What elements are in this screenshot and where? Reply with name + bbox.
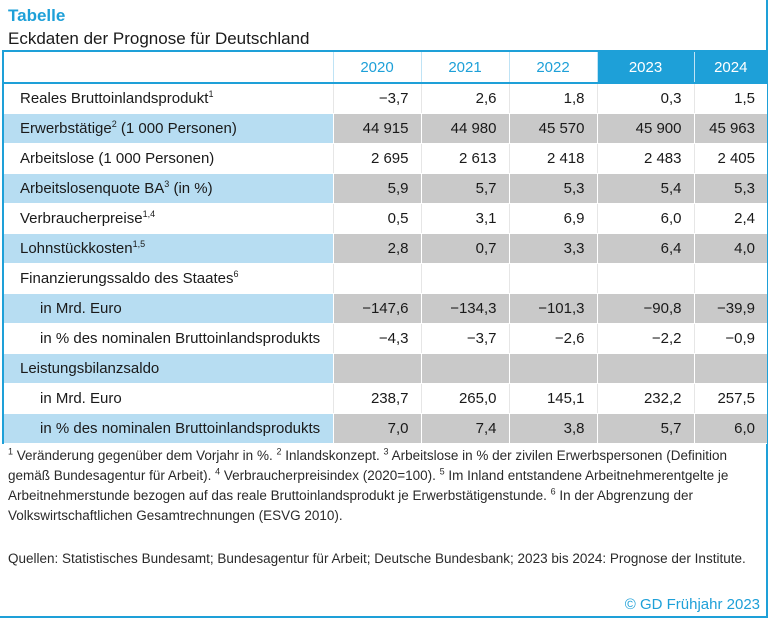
table-cell: 45 963 (693, 113, 767, 144)
table-cell: 3,8 (508, 413, 597, 444)
table-cell: 45 900 (596, 113, 694, 144)
table-cell: 145,1 (508, 383, 597, 414)
table-cell: 6,0 (596, 203, 694, 234)
table-cell: −147,6 (332, 293, 421, 324)
table-cell: 2,6 (420, 83, 509, 114)
table-cell: 2 405 (693, 143, 767, 174)
table-cell: 4,0 (693, 233, 767, 264)
year-header: 2022 (508, 50, 597, 84)
row-label: Arbeitslose (1 000 Personen) (2, 143, 333, 174)
table-cell: 1,8 (508, 83, 597, 114)
table-cell (332, 263, 421, 294)
forecast-year-header: 2024 (693, 50, 767, 84)
table-cell (693, 263, 767, 294)
row-label: in % des nominalen Bruttoinlandsprodukts (2, 413, 333, 444)
table-cell: 7,0 (332, 413, 421, 444)
table-cell: −3,7 (420, 323, 509, 354)
row-label: Lohnstückkosten1,5 (2, 233, 333, 264)
table-cell (420, 353, 509, 384)
table-cell: −0,9 (693, 323, 767, 354)
table-subtitle: Eckdaten der Prognose für Deutschland (8, 29, 310, 48)
table-cell: −2,6 (508, 323, 597, 354)
table-cell: 2,8 (332, 233, 421, 264)
table-row: in Mrd. Euro −147,6 −134,3 −101,3 −90,8 … (2, 293, 767, 324)
forecast-table: 2020 2021 2022 2023 2024 Reales Bruttoin… (2, 50, 767, 444)
row-label: in Mrd. Euro (2, 383, 333, 414)
table-cell: 0,7 (420, 233, 509, 264)
row-label: in % des nominalen Bruttoinlandsprodukts (2, 323, 333, 354)
table-cell: 5,4 (596, 173, 694, 204)
table-cell (693, 353, 767, 384)
row-label: Verbraucherpreise1,4 (2, 203, 333, 234)
footnotes: 1 Veränderung gegenüber dem Vorjahr in %… (8, 446, 760, 526)
table-cell (596, 263, 694, 294)
table-cell: 7,4 (420, 413, 509, 444)
table-cell: 6,9 (508, 203, 597, 234)
table-cell: 44 980 (420, 113, 509, 144)
table-row: in % des nominalen Bruttoinlandsprodukts… (2, 323, 767, 354)
table-cell (508, 263, 597, 294)
table-cell: 5,7 (596, 413, 694, 444)
table-cell: 1,5 (693, 83, 767, 114)
table-cell: 2 695 (332, 143, 421, 174)
table-cell: 2 613 (420, 143, 509, 174)
table-row: Lohnstückkosten1,5 2,8 0,7 3,3 6,4 4,0 (2, 233, 767, 264)
table-cell: −134,3 (420, 293, 509, 324)
table-row: Reales Bruttoinlandsprodukt1 −3,7 2,6 1,… (2, 83, 767, 114)
year-header: 2020 (332, 50, 421, 84)
table-cell: 5,9 (332, 173, 421, 204)
table-cell: 3,1 (420, 203, 509, 234)
table-cell: −101,3 (508, 293, 597, 324)
table-cell: 44 915 (332, 113, 421, 144)
footnote-text: 1 Veränderung gegenüber dem Vorjahr in %… (8, 446, 729, 523)
table-title: Tabelle (8, 6, 66, 25)
row-label: Erwerbstätige2 (1 000 Personen) (2, 113, 333, 144)
table-cell: −90,8 (596, 293, 694, 324)
table-cell: 232,2 (596, 383, 694, 414)
table-row: Erwerbstätige2 (1 000 Personen) 44 915 4… (2, 113, 767, 144)
table-cell: 265,0 (420, 383, 509, 414)
table-cell (596, 353, 694, 384)
table-cell: 257,5 (693, 383, 767, 414)
table-cell: 3,3 (508, 233, 597, 264)
table-row: Finanzierungssaldo des Staates6 (2, 263, 767, 294)
table-cell: 5,3 (508, 173, 597, 204)
table-cell: −3,7 (332, 83, 421, 114)
table-cell: 5,3 (693, 173, 767, 204)
table-cell (508, 353, 597, 384)
table-cell: 238,7 (332, 383, 421, 414)
table-cell: −2,2 (596, 323, 694, 354)
table-row: Verbraucherpreise1,4 0,5 3,1 6,9 6,0 2,4 (2, 203, 767, 234)
table-row: in Mrd. Euro 238,7 265,0 145,1 232,2 257… (2, 383, 767, 414)
table-cell: 0,3 (596, 83, 694, 114)
table-cell (420, 263, 509, 294)
table-cell: 2,4 (693, 203, 767, 234)
row-label: Reales Bruttoinlandsprodukt1 (2, 83, 333, 114)
table-row: Leistungsbilanzsaldo (2, 353, 767, 384)
table-row: Arbeitslose (1 000 Personen) 2 695 2 613… (2, 143, 767, 174)
table-cell: −39,9 (693, 293, 767, 324)
label-column-header (3, 50, 333, 84)
forecast-year-header: 2023 (596, 50, 694, 84)
table-cell (332, 353, 421, 384)
sources-note: Quellen: Statistisches Bundesamt; Bundes… (8, 551, 746, 566)
table-row: Arbeitslosenquote BA3 (in %) 5,9 5,7 5,3… (2, 173, 767, 204)
row-label: Leistungsbilanzsaldo (2, 353, 333, 384)
table-cell: 2 418 (508, 143, 597, 174)
row-label: Finanzierungssaldo des Staates6 (2, 263, 333, 294)
table-row: in % des nominalen Bruttoinlandsprodukts… (2, 413, 767, 444)
table-header-row: 2020 2021 2022 2023 2024 (3, 50, 767, 84)
row-label: in Mrd. Euro (2, 293, 333, 324)
table-cell: −4,3 (332, 323, 421, 354)
table-cell: 6,4 (596, 233, 694, 264)
row-label: Arbeitslosenquote BA3 (in %) (2, 173, 333, 204)
table-cell: 5,7 (420, 173, 509, 204)
year-header: 2021 (420, 50, 509, 84)
table-cell: 45 570 (508, 113, 597, 144)
copyright-note: © GD Frühjahr 2023 (624, 596, 760, 613)
table-cell: 6,0 (693, 413, 767, 444)
table-cell: 0,5 (332, 203, 421, 234)
table-cell: 2 483 (596, 143, 694, 174)
